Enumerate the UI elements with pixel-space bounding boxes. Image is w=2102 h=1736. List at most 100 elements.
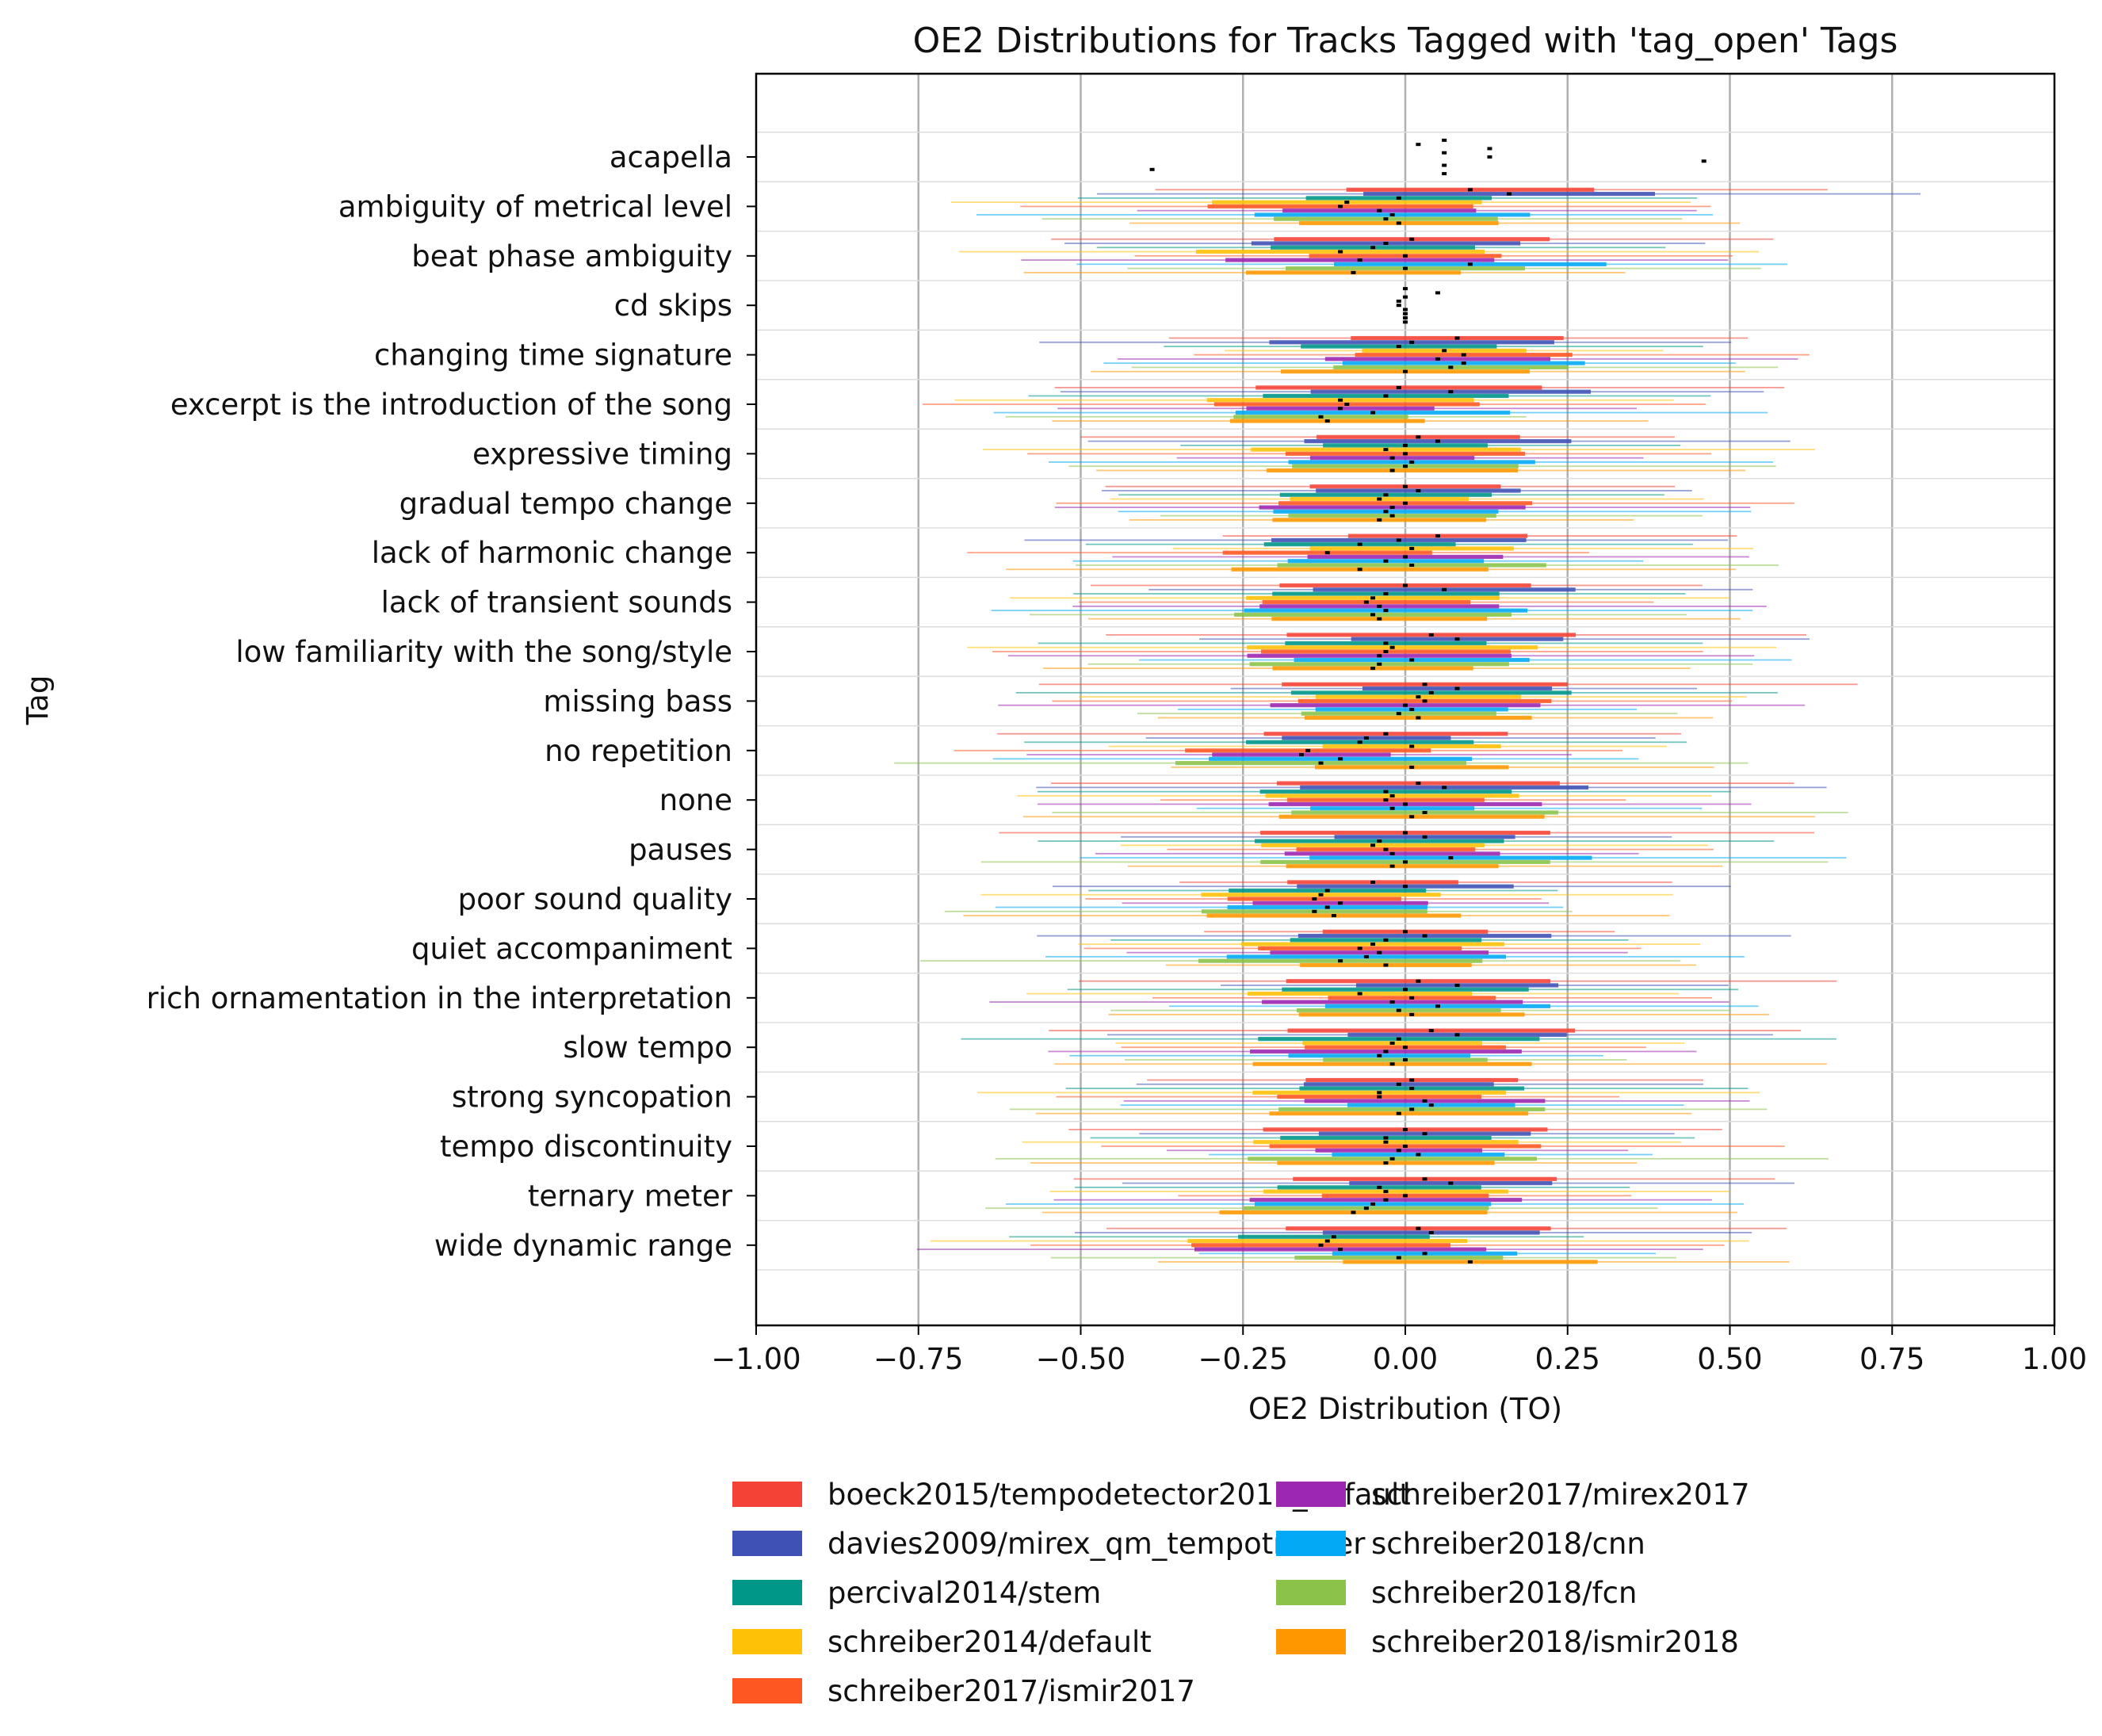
median-marker [1396, 1149, 1401, 1153]
median-marker [1428, 1230, 1434, 1234]
legend-swatch [732, 1580, 802, 1605]
x-tick-label: −1.00 [711, 1342, 801, 1376]
legend: boeck2015/tempodetector2016_defaultdavie… [732, 1478, 1750, 1708]
legend-swatch [732, 1482, 802, 1507]
median-marker [1383, 847, 1389, 851]
median-marker [1324, 419, 1330, 423]
median-marker [1467, 188, 1473, 192]
median-marker [1318, 761, 1324, 765]
median-marker [1338, 205, 1343, 208]
median-marker [1383, 493, 1389, 497]
median-marker [1701, 159, 1706, 163]
median-marker [1377, 1185, 1382, 1189]
median-marker [1467, 1260, 1473, 1264]
median-marker [1383, 592, 1389, 596]
median-marker [1383, 641, 1389, 645]
median-marker [1357, 258, 1362, 262]
median-marker [1377, 950, 1382, 954]
median-marker [1422, 1099, 1427, 1103]
median-marker [1389, 456, 1395, 460]
median-marker [1389, 514, 1395, 518]
median-marker [1298, 753, 1304, 757]
legend-label: schreiber2014/default [827, 1625, 1152, 1659]
y-tick-label: ternary meter [528, 1179, 733, 1213]
median-marker [1338, 250, 1343, 254]
median-marker [1324, 889, 1330, 893]
median-marker [1454, 336, 1460, 340]
median-marker [1403, 1127, 1408, 1131]
median-marker [1467, 262, 1473, 266]
x-tick-label: 0.25 [1535, 1342, 1600, 1376]
median-marker [1422, 683, 1427, 686]
median-marker [1422, 1252, 1427, 1256]
median-marker [1363, 736, 1369, 740]
median-marker [1396, 304, 1401, 308]
median-marker [1403, 266, 1408, 270]
median-marker [1428, 633, 1434, 637]
median-marker [1396, 385, 1401, 389]
median-marker [1389, 212, 1395, 216]
median-marker [1403, 1194, 1408, 1198]
median-marker [1344, 201, 1350, 205]
median-marker [1312, 909, 1317, 913]
median-marker [1363, 1206, 1369, 1210]
plot-area [894, 138, 1921, 1264]
median-marker [1403, 988, 1408, 992]
median-marker [1416, 979, 1421, 983]
legend-label: schreiber2017/mirex2017 [1371, 1478, 1750, 1512]
median-marker [1383, 1198, 1389, 1202]
median-marker [1409, 340, 1415, 344]
legend-swatch [1276, 1629, 1346, 1654]
median-marker [1338, 398, 1343, 402]
median-marker [1396, 538, 1401, 542]
x-grid [756, 74, 2054, 1325]
median-marker [1377, 662, 1382, 666]
median-marker [1435, 1004, 1440, 1008]
median-marker [1428, 1103, 1434, 1107]
median-marker [1383, 510, 1389, 514]
median-marker [1409, 765, 1415, 769]
median-marker [1305, 748, 1311, 752]
median-marker [1396, 1008, 1401, 1012]
median-marker [1389, 1157, 1395, 1161]
median-marker [1383, 394, 1389, 398]
x-tick-label: 1.00 [2022, 1342, 2087, 1376]
median-marker [1454, 983, 1460, 987]
median-marker [1403, 312, 1408, 315]
median-marker [1389, 1041, 1395, 1045]
median-marker [1338, 901, 1343, 905]
median-marker [1389, 793, 1395, 797]
median-marker [1416, 488, 1421, 492]
median-marker [1357, 740, 1362, 744]
y-tick-label: lack of transient sounds [381, 586, 732, 620]
median-marker [1383, 241, 1389, 245]
median-marker [1396, 196, 1401, 200]
legend-swatch [1276, 1531, 1346, 1556]
median-marker [1389, 506, 1395, 510]
median-marker [1442, 172, 1447, 176]
y-tick-label: tempo discontinuity [440, 1130, 732, 1164]
median-marker [1403, 703, 1408, 707]
median-marker [1448, 365, 1454, 369]
median-marker [1442, 163, 1447, 167]
y-tick-label: ambiguity of metrical level [338, 189, 732, 224]
median-marker [1357, 946, 1362, 950]
median-marker [1428, 690, 1434, 694]
y-tick-label: gradual tempo change [399, 487, 732, 521]
median-marker [1422, 811, 1427, 815]
y-tick-label: acapella [610, 140, 732, 174]
median-marker [1331, 914, 1336, 918]
median-marker [1357, 992, 1362, 996]
median-marker [1403, 930, 1408, 934]
median-marker [1324, 551, 1330, 555]
median-marker [1396, 345, 1401, 349]
legend-swatch [732, 1531, 802, 1556]
median-marker [1487, 147, 1492, 151]
median-marker [1396, 1256, 1401, 1260]
median-marker [1383, 1050, 1389, 1053]
median-marker [1435, 439, 1440, 443]
y-tick-label: missing bass [543, 684, 732, 718]
median-marker [1312, 897, 1317, 901]
median-marker [1409, 546, 1415, 550]
